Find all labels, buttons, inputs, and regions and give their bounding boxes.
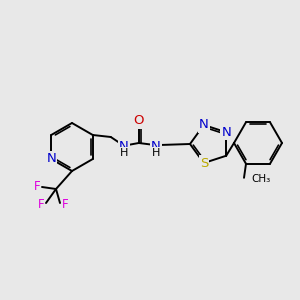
Text: F: F: [34, 181, 40, 194]
Text: N: N: [119, 140, 129, 152]
Text: F: F: [62, 199, 68, 212]
Text: F: F: [38, 199, 44, 212]
Text: H: H: [152, 148, 160, 158]
Text: N: N: [199, 118, 209, 131]
Text: N: N: [46, 152, 56, 166]
Text: S: S: [200, 157, 208, 169]
Text: CH₃: CH₃: [251, 174, 270, 184]
Text: H: H: [120, 148, 128, 158]
Text: O: O: [134, 115, 144, 128]
Text: N: N: [221, 126, 231, 139]
Text: N: N: [151, 140, 161, 152]
